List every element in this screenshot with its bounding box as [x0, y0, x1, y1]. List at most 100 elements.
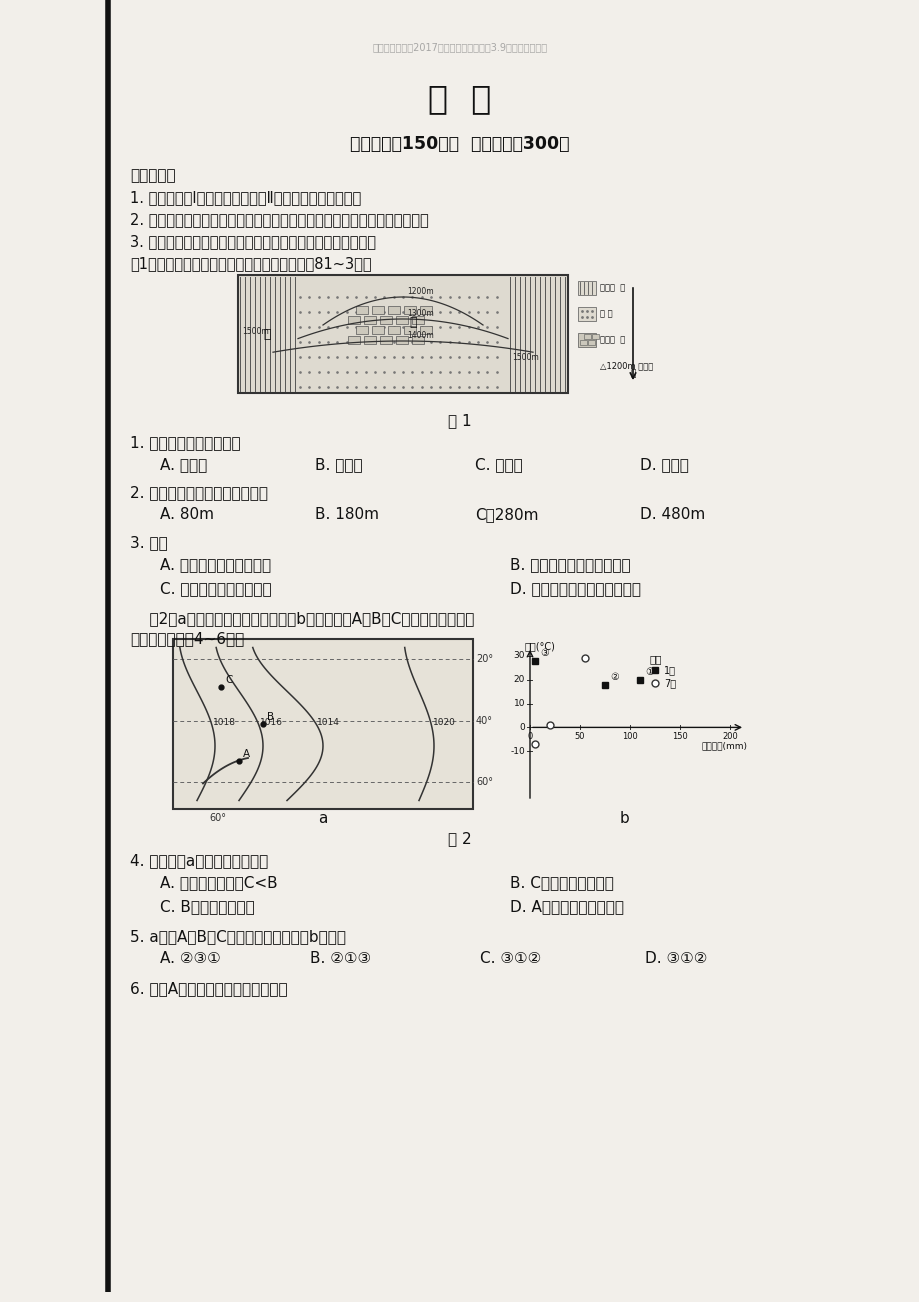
Bar [372, 326, 384, 333]
Text: 1500m: 1500m [512, 353, 539, 362]
Text: 10: 10 [513, 699, 525, 708]
Bar [591, 335, 598, 339]
Text: △1200m 等高线: △1200m 等高线 [599, 362, 652, 371]
Bar [388, 306, 400, 314]
Text: A. 80m: A. 80m [160, 506, 214, 522]
Text: A: A [243, 750, 250, 759]
Text: 1300m: 1300m [407, 309, 434, 318]
Text: A. 背斜山: A. 背斜山 [160, 457, 207, 473]
Text: A. ②③①: A. ②③① [160, 950, 221, 966]
Text: 玄武岩  岩: 玄武岩 岩 [599, 284, 625, 293]
Bar [420, 306, 432, 314]
Text: C．280m: C．280m [474, 506, 538, 522]
Bar [364, 336, 376, 344]
Bar [420, 326, 432, 333]
Bar [584, 335, 590, 339]
Text: 图例: 图例 [650, 654, 662, 664]
Bar [404, 326, 416, 333]
Bar [577, 281, 596, 296]
Bar [380, 316, 392, 324]
Bar [364, 316, 376, 324]
Text: 200: 200 [721, 733, 737, 741]
Text: D. 480m: D. 480m [640, 506, 705, 522]
Bar [348, 316, 360, 324]
Text: 1400m: 1400m [407, 331, 434, 340]
Text: 3. 所有题目考生必须在答题卡上作答，在试题卷上答题无效。: 3. 所有题目考生必须在答题卡上作答，在试题卷上答题无效。 [130, 234, 376, 249]
Text: B. 乙处岩石由岩浆侵入形成: B. 乙处岩石由岩浆侵入形成 [509, 557, 630, 572]
Text: 0: 0 [527, 733, 532, 741]
Text: b: b [619, 811, 630, 825]
Text: C. B处可能吹偏南风: C. B处可能吹偏南风 [160, 898, 255, 914]
Text: 乙: 乙 [263, 328, 270, 341]
Bar [380, 336, 392, 344]
Text: C: C [225, 674, 233, 685]
Text: 1020: 1020 [432, 719, 455, 728]
Bar [396, 336, 408, 344]
Text: 砂 岩: 砂 岩 [599, 310, 612, 319]
Bar [577, 333, 596, 348]
Text: 1014: 1014 [317, 719, 340, 728]
Text: D. A地可能出现降温过程: D. A地可能出现降温过程 [509, 898, 623, 914]
Bar [579, 340, 586, 345]
Text: 6. 影响A地自然带形成的主导因素是: 6. 影响A地自然带形成的主导因素是 [130, 980, 288, 996]
Text: 2. 甲、乙两地的相对高度可能为: 2. 甲、乙两地的相对高度可能为 [130, 486, 267, 500]
Text: A. 图中风速大小为C<B: A. 图中风速大小为C<B [160, 875, 278, 891]
Bar [388, 326, 400, 333]
Text: 100: 100 [621, 733, 637, 741]
Text: C. 背斜谷: C. 背斜谷 [474, 457, 522, 473]
Text: 1. 图中甲处的地貌类型为: 1. 图中甲处的地貌类型为 [130, 435, 241, 450]
Text: 注意事项：: 注意事项： [130, 168, 176, 184]
Text: 图 1: 图 1 [448, 413, 471, 428]
Text: 1500m: 1500m [242, 327, 268, 336]
Text: 考试时间：150分钟  试卷满分：300分: 考试时间：150分钟 试卷满分：300分 [350, 135, 569, 154]
Bar [173, 639, 472, 809]
Text: 月降水量(mm): 月降水量(mm) [701, 741, 747, 750]
Text: 图 2: 图 2 [448, 831, 471, 846]
Text: B. 180m: B. 180m [314, 506, 379, 522]
Text: 文  综: 文 综 [428, 82, 491, 115]
Text: -10: -10 [510, 747, 525, 755]
Text: 图1是某地区岩石与等高线分布图。读图，完成81~3题。: 图1是某地区岩石与等高线分布图。读图，完成81~3题。 [130, 256, 371, 271]
Text: 0: 0 [518, 723, 525, 732]
Text: 2. 答卷前，考生务必将自己的姓名、准考证号填写在答题卡规定的位置上。: 2. 答卷前，考生务必将自己的姓名、准考证号填写在答题卡规定的位置上。 [130, 212, 428, 227]
Text: ②: ② [609, 672, 618, 681]
Text: 20: 20 [513, 676, 525, 685]
Text: 图，读图，回吷4~6题。: 图，读图，回吷4~6题。 [130, 631, 244, 646]
Text: 150: 150 [672, 733, 687, 741]
Text: 60°: 60° [210, 812, 226, 823]
Bar [404, 306, 416, 314]
Text: 5. a图中A、B、C三地的气候依次对应b图中的: 5. a图中A、B、C三地的气候依次对应b图中的 [130, 930, 346, 944]
Text: 甲: 甲 [409, 315, 416, 328]
Text: 60°: 60° [475, 777, 493, 786]
Text: B. 向斜山: B. 向斜山 [314, 457, 362, 473]
Text: 40°: 40° [475, 716, 493, 725]
Bar [587, 340, 595, 345]
Bar [577, 307, 596, 322]
Text: 4. 下列关于a图的说法正确的是: 4. 下列关于a图的说法正确的是 [130, 853, 268, 868]
Text: 1200m: 1200m [406, 286, 433, 296]
Text: 1月: 1月 [664, 665, 675, 674]
Text: ①: ① [644, 667, 653, 677]
Text: 50: 50 [574, 733, 584, 741]
Text: 石灰岩  层: 石灰岩 层 [599, 336, 625, 345]
Text: D. 夜晦时，风从甲地吹向乙地: D. 夜晦时，风从甲地吹向乙地 [509, 581, 641, 596]
Bar [357, 326, 369, 333]
Text: B: B [267, 712, 274, 723]
Bar [396, 316, 408, 324]
Text: 20°: 20° [475, 655, 493, 664]
Text: 图2中a图为世界某区域等压线图，b图为该区域A、B、C三地年内气候资料: 图2中a图为世界某区域等压线图，b图为该区域A、B、C三地年内气候资料 [130, 611, 474, 626]
Text: 气温(°C): 气温(°C) [525, 641, 555, 651]
Text: 1. 本试卷分第Ⅰ卷（阅读题）和第Ⅱ卷（表达题）两部分。: 1. 本试卷分第Ⅰ卷（阅读题）和第Ⅱ卷（表达题）两部分。 [130, 190, 361, 204]
Bar [412, 336, 424, 344]
Bar [412, 316, 424, 324]
Text: B. C地此时受暖锋影响: B. C地此时受暖锋影响 [509, 875, 613, 891]
Text: 四川省雅安中学2017届高三下学期周考（3.9）文科综合试题: 四川省雅安中学2017届高三下学期周考（3.9）文科综合试题 [372, 42, 547, 52]
Bar [372, 306, 384, 314]
Text: 1016: 1016 [259, 719, 282, 728]
Bar [238, 275, 567, 393]
Text: 北: 北 [630, 368, 635, 378]
Text: C. 甲处为良好的储油构造: C. 甲处为良好的储油构造 [160, 581, 271, 596]
Text: 1018: 1018 [213, 719, 236, 728]
Text: 3. 图中: 3. 图中 [130, 535, 167, 549]
Bar [357, 306, 369, 314]
